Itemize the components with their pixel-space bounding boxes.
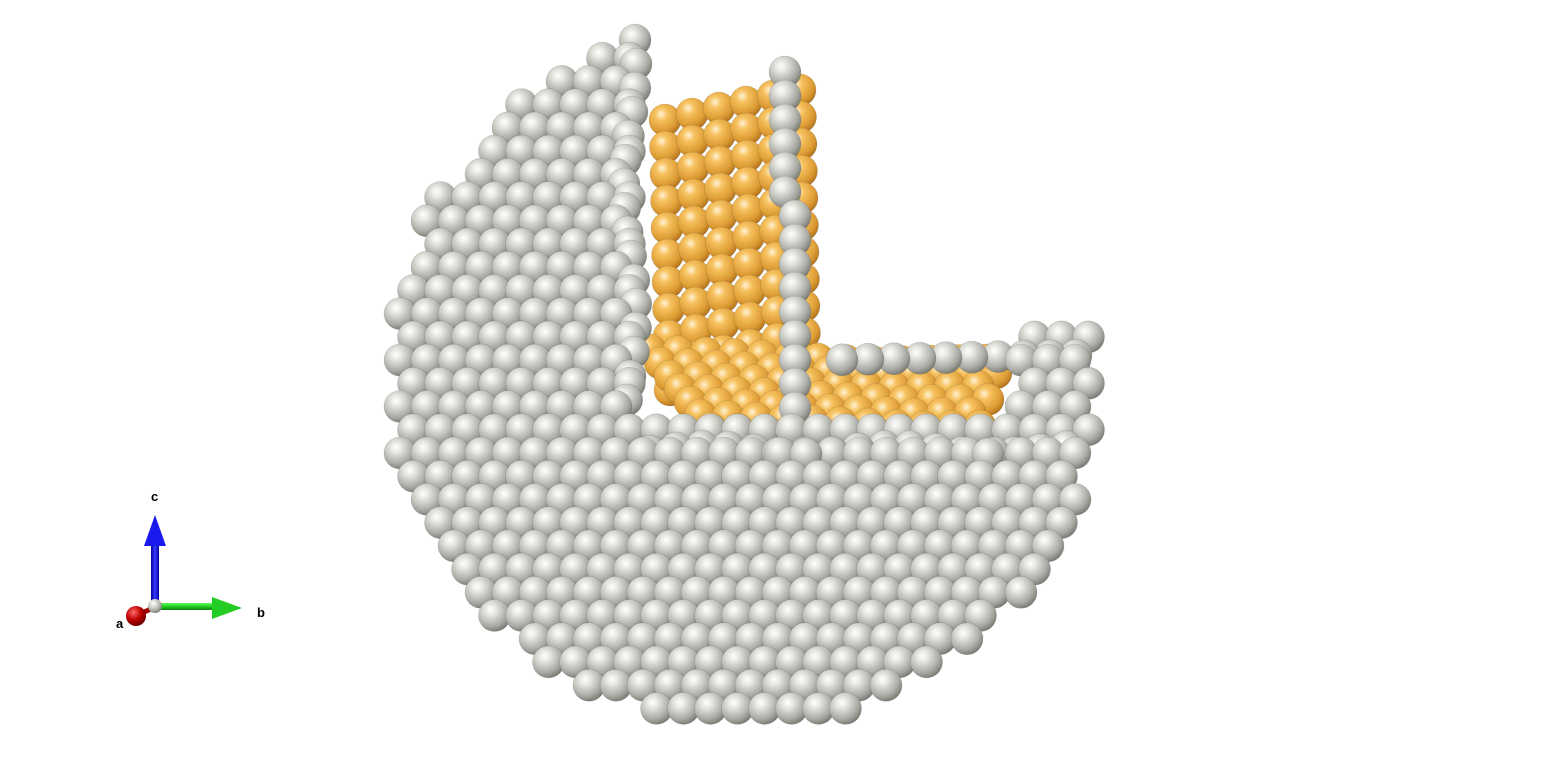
b-axis-shaft bbox=[158, 603, 216, 610]
shell-atom bbox=[869, 668, 903, 702]
shell-atoms bbox=[383, 23, 1105, 725]
shell-atom bbox=[1004, 575, 1038, 609]
shell-atom bbox=[825, 343, 859, 377]
a-axis-label: a bbox=[116, 616, 124, 631]
c-axis-shaft bbox=[151, 540, 159, 604]
c-axis-arrowhead bbox=[144, 515, 166, 546]
b-axis-label: b bbox=[257, 605, 265, 620]
axis-indicator: c b a bbox=[116, 489, 265, 631]
shell-atom bbox=[910, 645, 943, 679]
shell-atom bbox=[829, 692, 862, 725]
nanoparticle-model[interactable] bbox=[383, 23, 1105, 725]
b-axis-arrowhead bbox=[212, 597, 242, 619]
shell-atom bbox=[950, 622, 984, 656]
axis-origin bbox=[148, 599, 162, 613]
core-atoms bbox=[633, 73, 1013, 457]
a-axis-ball bbox=[126, 606, 146, 626]
c-axis-label: c bbox=[151, 489, 158, 504]
